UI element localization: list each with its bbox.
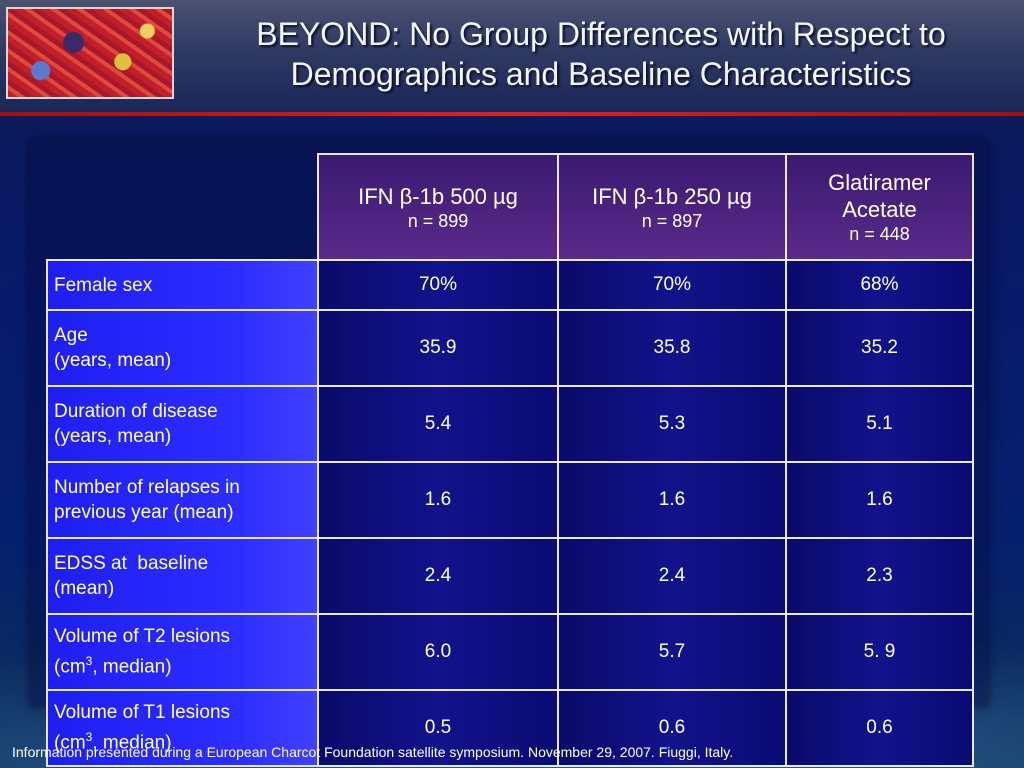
baseline-characteristics-table: IFN β-1b 500 µg n = 899 IFN β-1b 250 µg … (46, 153, 974, 767)
column-header-ifn-250: IFN β-1b 250 µg n = 897 (557, 153, 787, 261)
table-cell: 2.4 (317, 537, 559, 615)
row-label-line1: Duration of disease (54, 401, 218, 422)
row-label-line2: (years, mean) (54, 426, 172, 447)
row-label-superscript: 3 (85, 730, 93, 745)
table-row: EDSS at baseline (mean) 2.4 2.4 2.3 (46, 537, 974, 615)
row-label-post: , median) (92, 732, 172, 754)
table-cell: 1.6 (785, 461, 974, 539)
row-label: Female sex (46, 259, 319, 311)
table-row: Duration of disease (years, mean) 5.4 5.3… (46, 385, 974, 463)
table-cell: 5.3 (557, 385, 787, 463)
column-name-line1: Glatiramer (828, 170, 931, 195)
table-cell: 70% (557, 259, 787, 311)
title-divider (0, 112, 1024, 116)
table-cell: 1.6 (557, 461, 787, 539)
table-cell: 6.0 (317, 613, 559, 691)
table-cell: 5.4 (317, 385, 559, 463)
table-cell: 5. 9 (785, 613, 974, 691)
column-name: IFN β-1b 500 µg (358, 183, 518, 209)
logo-image (6, 7, 174, 99)
row-label-line1: Age (54, 325, 88, 346)
row-label: EDSS at baseline (mean) (46, 537, 319, 615)
row-label-post: , median) (92, 656, 172, 678)
row-label-line2: (years, mean) (54, 350, 172, 371)
row-label: Number of relapses in previous year (mean… (46, 461, 319, 539)
footnote: Information presented during a European … (12, 744, 734, 760)
table-header-row: IFN β-1b 500 µg n = 899 IFN β-1b 250 µg … (47, 153, 974, 261)
table-cell: 35.8 (557, 309, 787, 387)
table-row: Female sex 70% 70% 68% (46, 259, 974, 311)
table-corner (47, 154, 318, 260)
column-header-glatiramer: Glatiramer Acetate n = 448 (785, 153, 974, 261)
table-row: Age (years, mean) 35.9 35.8 35.2 (46, 309, 974, 387)
table-cell: 70% (317, 259, 559, 311)
row-label: Volume of T1 lesions (cm3, median) (46, 689, 319, 767)
table-cell: 5.1 (785, 385, 974, 463)
table-cell: 68% (785, 259, 974, 311)
table-cell: 2.4 (557, 537, 787, 615)
row-label: Age (years, mean) (46, 309, 319, 387)
table-cell: 0.6 (785, 689, 974, 767)
column-name-line2: Acetate (842, 197, 917, 222)
row-label-pre: (cm (54, 656, 86, 678)
row-label-line1: EDSS at baseline (54, 553, 209, 574)
table-row: Volume of T1 lesions (cm3, median) 0.5 0.… (46, 689, 974, 767)
slide-title-line1: BEYOND: No Group Differences with Respec… (256, 16, 946, 52)
column-n: n = 897 (641, 210, 703, 231)
table-row: Number of relapses in previous year (mean… (46, 461, 974, 539)
table-cell: 5.7 (557, 613, 787, 691)
table-cell: 35.9 (317, 309, 559, 387)
table-row: Volume of T2 lesions (cm3, median) 6.0 5.… (46, 613, 974, 691)
row-label-line2: (mean) (54, 578, 115, 599)
row-label: Volume of T2 lesions (cm3, median) (46, 613, 319, 691)
table-cell: 1.6 (317, 461, 559, 539)
row-label-pre: (cm (54, 732, 86, 754)
column-name: IFN β-1b 250 µg (592, 183, 752, 209)
column-n: n = 448 (849, 224, 910, 244)
row-label-line1: Volume of T1 lesions (54, 702, 231, 724)
row-label-line2: previous year (mean) (54, 502, 234, 523)
table-cell: 0.5 (317, 689, 559, 767)
table-cell: 35.2 (785, 309, 974, 387)
row-label-line1: Female sex (54, 274, 153, 296)
column-n: n = 899 (407, 210, 469, 231)
slide-title-line2: Demographics and Baseline Characteristic… (290, 56, 912, 92)
row-label: Duration of disease (years, mean) (46, 385, 319, 463)
row-label-line1: Volume of T2 lesions (54, 626, 231, 648)
table-cell: 2.3 (785, 537, 974, 615)
slide-title: BEYOND: No Group Differences with Respec… (186, 14, 1016, 94)
row-label-superscript: 3 (85, 654, 93, 669)
table-cell: 0.6 (557, 689, 787, 767)
column-header-ifn-500: IFN β-1b 500 µg n = 899 (317, 153, 559, 261)
row-label-line1: Number of relapses in (54, 477, 240, 498)
